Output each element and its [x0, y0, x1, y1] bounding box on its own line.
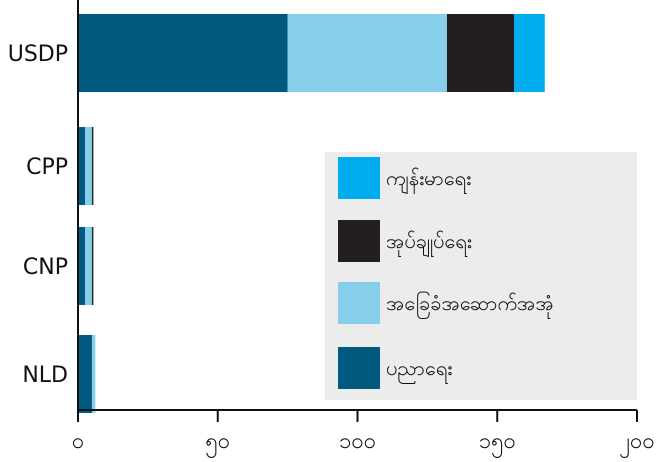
bar-nld-series-1	[91, 335, 96, 413]
legend-label-0: ပညာရေး	[386, 356, 452, 384]
x-tick-label-2: ၁၀၀	[339, 429, 376, 454]
bar-cnp-series-1	[84, 227, 92, 305]
category-label-usdp: USDP	[8, 42, 68, 67]
x-tick-label-3: ၁၅၀	[479, 429, 516, 458]
legend: ကျန်းမာရေးအုပ်ချုပ်ရေးအခြေခံအဆောက်အအုံပည…	[325, 152, 637, 400]
legend-swatch-3	[338, 157, 380, 199]
x-tick-label-1: ၅၀	[205, 429, 230, 458]
x-tick-label-0: ၀	[72, 429, 84, 454]
legend-swatch-0	[338, 347, 380, 389]
bars-layer	[78, 14, 545, 413]
bar-usdp-series-0	[78, 14, 288, 92]
bar-cpp-series-0	[78, 127, 85, 205]
bar-cpp-series-2	[91, 127, 94, 205]
legend-label-3: ကျန်းမာရေး	[386, 166, 471, 194]
axis-layer: USDP CPP CNP NLD ၀ ၅၀ ၁၀၀ ၁၅၀ ၂၀၀	[8, 0, 655, 458]
bar-cpp-series-1	[84, 127, 92, 205]
bar-nld-series-0	[78, 335, 92, 413]
bar-cnp-series-0	[78, 227, 85, 305]
category-label-cpp: CPP	[26, 155, 68, 180]
bar-usdp-series-2	[446, 14, 515, 92]
bar-usdp-series-1	[287, 14, 447, 92]
legend-label-1: အခြေခံအဆောက်အအုံ	[386, 291, 554, 319]
bar-usdp-series-3	[514, 14, 545, 92]
bar-cnp-series-2	[91, 227, 94, 305]
category-label-cnp: CNP	[23, 255, 68, 280]
legend-swatch-1	[338, 282, 380, 324]
legend-swatch-2	[338, 220, 380, 262]
legend-label-2: အုပ်ချုပ်ရေး	[386, 229, 472, 257]
x-tick-label-4: ၂၀၀	[619, 429, 655, 458]
category-label-nld: NLD	[22, 363, 68, 388]
